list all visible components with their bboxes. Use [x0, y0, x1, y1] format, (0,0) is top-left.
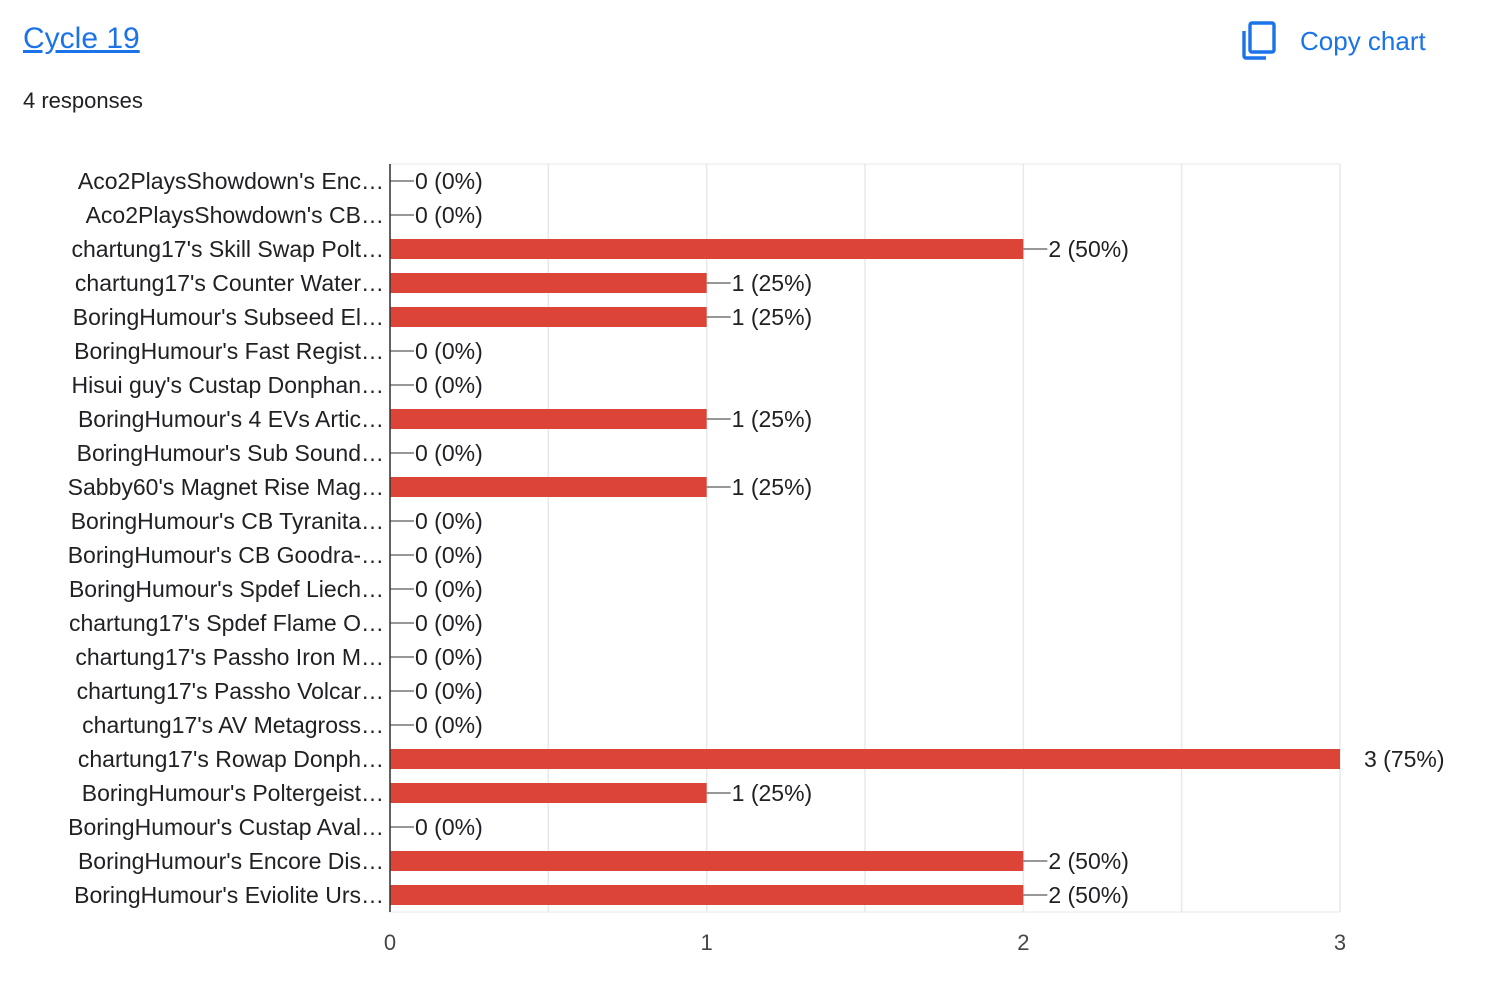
bar — [390, 273, 707, 293]
category-label: chartung17's AV Metagross… — [82, 712, 384, 738]
category-label: chartung17's Spdef Flame O… — [69, 610, 384, 636]
category-label: Hisui guy's Custap Donphan… — [72, 372, 385, 398]
category-label: Aco2PlaysShowdown's Enc… — [78, 168, 384, 194]
value-label: 0 (0%) — [415, 372, 483, 398]
category-label: BoringHumour's Sub Sound… — [77, 440, 384, 466]
bar — [390, 307, 707, 327]
x-tick-label: 2 — [1017, 930, 1029, 955]
value-label: 0 (0%) — [415, 814, 483, 840]
category-label: BoringHumour's Custap Aval… — [68, 814, 384, 840]
category-label: chartung17's Rowap Donph… — [78, 746, 384, 772]
value-label: 0 (0%) — [415, 576, 483, 602]
response-count: 4 responses — [23, 88, 143, 113]
bar — [390, 851, 1024, 871]
value-label: 0 (0%) — [415, 610, 483, 636]
category-label: BoringHumour's Poltergeist… — [82, 780, 384, 806]
category-label: BoringHumour's CB Goodra-… — [68, 542, 384, 568]
value-label: 0 (0%) — [415, 678, 483, 704]
category-label: chartung17's Passho Iron M… — [75, 644, 384, 670]
value-label: 2 (50%) — [1048, 848, 1129, 874]
bar — [390, 885, 1024, 905]
bar — [390, 749, 1340, 769]
category-label: Sabby60's Magnet Rise Mag… — [68, 474, 384, 500]
copy-chart-button[interactable]: Copy chart — [1240, 16, 1426, 66]
value-label: 0 (0%) — [415, 168, 483, 194]
category-label: BoringHumour's Fast Regist… — [74, 338, 384, 364]
value-label: 0 (0%) — [415, 644, 483, 670]
category-label: BoringHumour's Spdef Liech… — [69, 576, 384, 602]
value-label: 1 (25%) — [732, 474, 813, 500]
value-label: 1 (25%) — [732, 304, 813, 330]
category-label: BoringHumour's CB Tyranita… — [71, 508, 384, 534]
bar — [390, 477, 707, 497]
bar — [390, 239, 1024, 259]
category-label: BoringHumour's Eviolite Urs… — [74, 882, 384, 908]
value-label: 2 (50%) — [1048, 236, 1129, 262]
bar — [390, 783, 707, 803]
value-label: 0 (0%) — [415, 202, 483, 228]
x-tick-label: 3 — [1334, 930, 1346, 955]
category-label: BoringHumour's Subseed El… — [73, 304, 384, 330]
category-label: chartung17's Skill Swap Polt… — [72, 236, 385, 262]
category-label: Aco2PlaysShowdown's CB… — [86, 202, 384, 228]
category-label: chartung17's Passho Volcar… — [77, 678, 384, 704]
value-label: 0 (0%) — [415, 338, 483, 364]
x-tick-label: 1 — [701, 930, 713, 955]
chart-title-link[interactable]: Cycle 19 — [23, 22, 140, 55]
value-label: 0 (0%) — [415, 542, 483, 568]
copy-chart-label: Copy chart — [1300, 25, 1426, 56]
category-label: BoringHumour's Encore Dis… — [78, 848, 384, 874]
category-label: chartung17's Counter Water… — [75, 270, 384, 296]
value-label: 1 (25%) — [732, 270, 813, 296]
copy-icon — [1240, 20, 1278, 62]
value-label: 1 (25%) — [732, 406, 813, 432]
value-label: 0 (0%) — [415, 440, 483, 466]
value-label: 3 (75%) — [1364, 746, 1445, 772]
value-label: 1 (25%) — [732, 780, 813, 806]
x-tick-label: 0 — [384, 930, 396, 955]
value-label: 0 (0%) — [415, 712, 483, 738]
value-label: 0 (0%) — [415, 508, 483, 534]
category-label: BoringHumour's 4 EVs Artic… — [78, 406, 384, 432]
bar — [390, 409, 707, 429]
value-label: 2 (50%) — [1048, 882, 1129, 908]
